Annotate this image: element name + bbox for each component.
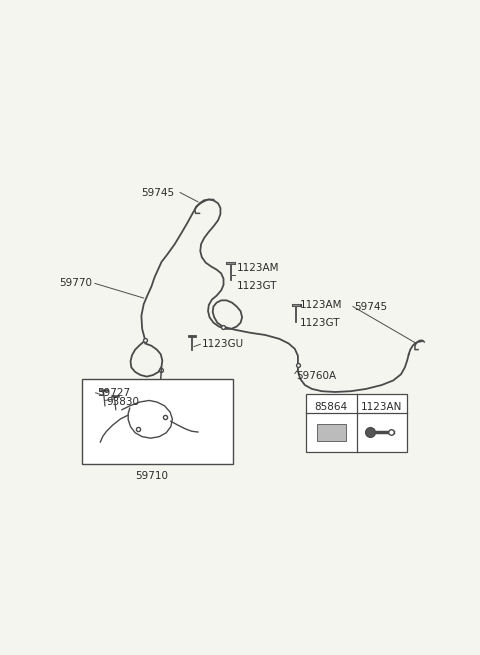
Text: 59770: 59770 <box>60 278 93 288</box>
Text: 85864: 85864 <box>315 402 348 413</box>
Text: 59727: 59727 <box>97 388 131 398</box>
Text: 59760A: 59760A <box>296 371 336 381</box>
Bar <box>306 394 407 452</box>
Bar <box>82 379 233 464</box>
Text: 59745: 59745 <box>355 301 388 312</box>
Bar <box>316 424 346 441</box>
Text: 1123AN: 1123AN <box>361 402 402 413</box>
Text: 1123AM: 1123AM <box>300 299 343 310</box>
Text: 59710: 59710 <box>135 472 168 481</box>
Text: 1123GU: 1123GU <box>202 339 244 349</box>
Text: 59745: 59745 <box>142 187 175 198</box>
Text: 1123GT: 1123GT <box>300 318 341 328</box>
Text: 1123GT: 1123GT <box>237 281 277 291</box>
Text: 93830: 93830 <box>107 397 140 407</box>
Text: 1123AM: 1123AM <box>237 263 279 272</box>
